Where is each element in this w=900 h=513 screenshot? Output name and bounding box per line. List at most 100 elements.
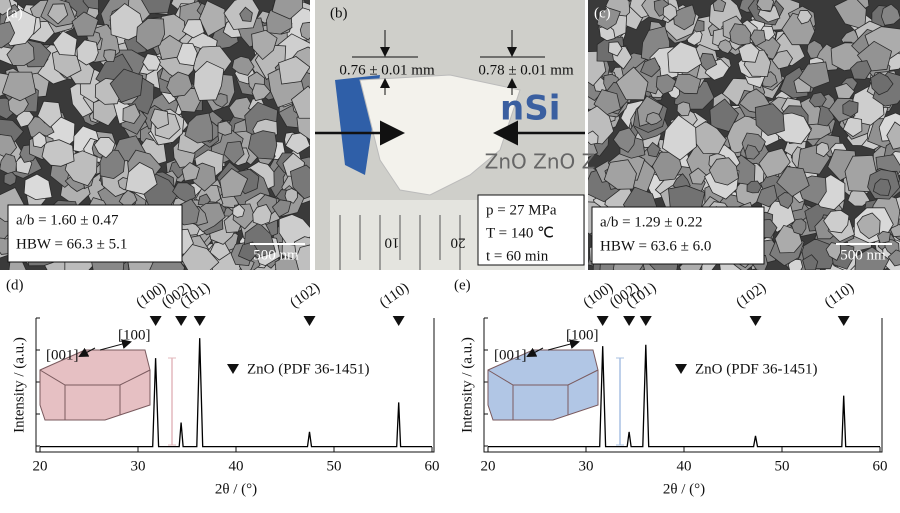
grain: [0, 153, 17, 174]
x-tick-label: 20: [33, 458, 48, 474]
y-axis-label: Intensity / (a.u.): [11, 337, 27, 433]
grain: [717, 39, 733, 54]
ruler-label: 20: [451, 235, 466, 251]
grain: [886, 121, 900, 150]
grain: [655, 74, 677, 95]
peak-marker: [149, 316, 162, 326]
grain: [746, 180, 762, 194]
peak-marker: [303, 316, 316, 326]
grain: [646, 141, 661, 158]
grain: [615, 66, 649, 101]
grain: [271, 199, 292, 218]
direction-label: [100]: [118, 327, 151, 343]
arrows: [315, 30, 585, 146]
grain: [198, 0, 226, 37]
dimension: 0.76 ± 0.01 mm: [339, 62, 435, 78]
grain: [52, 30, 78, 56]
grain: [247, 130, 278, 160]
grain: [756, 0, 775, 12]
direction-label: [001]: [494, 347, 527, 363]
condition: T = 140 ℃: [486, 225, 554, 241]
grain: [798, 61, 831, 89]
x-tick-label: 40: [677, 458, 692, 474]
grain: [667, 41, 703, 74]
grain: [596, 7, 621, 30]
grain: [797, 10, 813, 25]
grain: [223, 140, 245, 165]
grain: [295, 244, 310, 270]
grain: [661, 114, 697, 161]
ruler-label: 10: [385, 235, 400, 251]
peak-marker: [837, 316, 850, 326]
grain: [157, 34, 183, 60]
grain: [880, 3, 900, 26]
grain: [0, 0, 13, 16]
condition: p = 27 MPa: [486, 202, 557, 218]
grain: [791, 218, 807, 236]
grain: [744, 144, 760, 160]
grain: [823, 209, 850, 234]
condition: t = 60 min: [486, 248, 549, 264]
grain: [37, 100, 63, 128]
grain: [588, 130, 599, 145]
crystal-edge: [487, 369, 599, 420]
grain: [232, 203, 245, 218]
peak-marker: [639, 316, 652, 326]
grain: [887, 249, 900, 267]
grain: [166, 71, 193, 98]
grain: [662, 3, 678, 22]
grain: [47, 3, 69, 25]
grain: [32, 131, 47, 149]
peak-label: (110): [377, 280, 412, 311]
grain: [603, 159, 637, 190]
stat: a/b = 1.60 ± 0.47: [16, 212, 119, 228]
grain: [842, 100, 859, 118]
stats-box: [591, 206, 765, 265]
legend-label: ZnO (PDF 36-1451): [695, 361, 818, 377]
grain: [239, 6, 253, 22]
peak-marker: [623, 316, 636, 326]
x-axis-label: 2θ / (°): [215, 481, 257, 497]
stat: HBW = 66.3 ± 5.1: [16, 236, 127, 252]
grain: [135, 17, 166, 51]
stat: HBW = 63.6 ± 6.0: [600, 238, 711, 254]
panel-label: (e): [454, 277, 471, 293]
grain: [612, 127, 636, 153]
grain: [142, 53, 161, 71]
grain: [217, 120, 233, 136]
stats-box: [7, 204, 183, 263]
direction-label: [100]: [566, 327, 599, 343]
peak-marker: [392, 316, 405, 326]
grain: [756, 184, 778, 208]
grain: [290, 85, 310, 119]
panel-label: (b): [330, 5, 348, 21]
grain: [689, 167, 708, 185]
x-tick-label: 60: [873, 458, 888, 474]
legend-label: ZnO (PDF 36-1451): [247, 361, 370, 377]
legend-symbol: [227, 364, 239, 374]
scale-label: 500 nm: [840, 247, 886, 263]
crystal-edge: [39, 369, 151, 420]
grain: [776, 166, 810, 198]
grain: [93, 137, 116, 159]
grain: [76, 39, 99, 66]
y-axis-label: Intensity / (a.u.): [459, 337, 475, 433]
grain: [82, 0, 100, 10]
grain: [197, 193, 211, 206]
grain: [850, 60, 872, 80]
grain: [758, 147, 791, 178]
x-tick-label: 50: [775, 458, 790, 474]
grain: [0, 21, 16, 49]
axis-frame: [35, 318, 435, 453]
grain: [181, 19, 205, 39]
x-tick-label: 30: [579, 458, 594, 474]
grain: [640, 57, 661, 78]
grain: [181, 162, 200, 182]
grain: [608, 41, 623, 57]
condition-box: [477, 194, 585, 266]
x-tick-label: 30: [131, 458, 146, 474]
grain: [808, 91, 827, 108]
grain: [771, 50, 793, 70]
grain: [842, 116, 863, 138]
